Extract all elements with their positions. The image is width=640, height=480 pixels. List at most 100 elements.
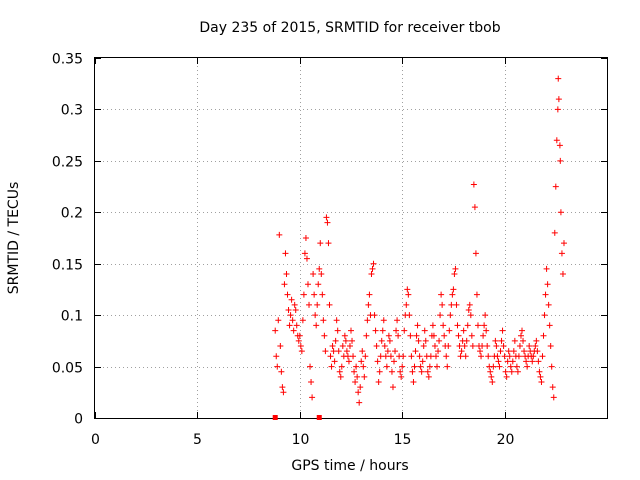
- data-point: [463, 337, 470, 344]
- data-point: [496, 363, 503, 370]
- data-point: [313, 322, 320, 329]
- data-point: [536, 368, 543, 375]
- data-point: [557, 157, 564, 164]
- data-point: [439, 301, 446, 308]
- data-point: [447, 312, 454, 319]
- data-point: [386, 337, 393, 344]
- data-point: [354, 373, 361, 380]
- data-point: [296, 332, 303, 339]
- data-point: [302, 235, 309, 241]
- data-point: [395, 332, 402, 339]
- data-point: [292, 307, 299, 313]
- data-point: [282, 250, 289, 257]
- data-point: [413, 332, 420, 339]
- data-point: [541, 312, 548, 319]
- data-point: [325, 240, 332, 247]
- x-tick-labels: 0 5 10 15 20: [91, 432, 514, 448]
- data-point: [375, 379, 382, 385]
- data-point: [438, 291, 445, 298]
- data-point: [277, 343, 284, 349]
- data-point: [316, 265, 323, 272]
- data-point: [349, 337, 356, 344]
- y-tick-labels: 0 0.05 0.1 0.15 0.2 0.25 0.3 0.35: [52, 52, 83, 428]
- data-point: [430, 332, 437, 339]
- data-point: [322, 348, 329, 355]
- data-point: [559, 271, 566, 277]
- data-point: [346, 343, 353, 349]
- data-point: [272, 327, 279, 334]
- data-point: [312, 312, 319, 319]
- data-point: [274, 363, 281, 370]
- data-point: [420, 343, 427, 349]
- data-point: [425, 373, 432, 380]
- data-point: [427, 353, 434, 360]
- data-point: [383, 363, 390, 370]
- data-point: [328, 363, 335, 370]
- data-point: [366, 291, 373, 298]
- data-point: [464, 322, 471, 329]
- x-tick-label: 5: [193, 432, 202, 448]
- data-point: [468, 332, 475, 339]
- data-point: [554, 106, 561, 113]
- data-point: [371, 312, 378, 319]
- data-point: [361, 373, 368, 380]
- data-point: [333, 317, 340, 324]
- data-point: [338, 363, 345, 370]
- data-point: [555, 75, 562, 82]
- data-point: [513, 363, 520, 370]
- data-point: [435, 348, 442, 355]
- data-point: [545, 301, 552, 308]
- data-point: [532, 343, 539, 349]
- data-point: [406, 312, 413, 319]
- data-point: [444, 363, 451, 370]
- data-point: [299, 317, 306, 324]
- data-point: [352, 379, 359, 385]
- axis-ticks: [95, 58, 607, 419]
- data-point: [343, 348, 350, 355]
- y-tick-label: 0.35: [52, 52, 83, 68]
- data-point: [337, 373, 344, 380]
- data-point: [560, 240, 567, 247]
- data-point: [276, 231, 283, 238]
- data-point: [557, 209, 564, 216]
- data-point: [385, 332, 392, 339]
- data-point: [393, 327, 400, 334]
- data-point: [514, 368, 521, 375]
- data-point: [502, 368, 509, 375]
- data-point: [401, 327, 408, 334]
- data-point: [426, 363, 433, 370]
- y-tick-label: 0.15: [52, 258, 83, 274]
- data-point: [492, 337, 499, 344]
- data-point: [351, 368, 358, 375]
- data-point: [417, 363, 424, 370]
- data-point: [421, 327, 428, 334]
- data-point: [526, 343, 533, 349]
- data-point: [298, 348, 305, 355]
- data-point: [483, 327, 490, 334]
- data-point: [509, 358, 516, 365]
- data-point: [284, 291, 291, 298]
- data-point: [309, 394, 316, 401]
- data-point: [507, 363, 514, 370]
- data-point: [516, 343, 523, 349]
- data-point: [462, 353, 469, 360]
- data-point: [473, 291, 480, 298]
- data-point: [449, 291, 456, 298]
- x-axis-title: GPS time / hours: [291, 458, 408, 474]
- data-point: [533, 337, 540, 344]
- data-point: [400, 353, 407, 360]
- data-point: [558, 250, 565, 257]
- data-point: [335, 348, 342, 355]
- data-point: [314, 301, 321, 308]
- data-point: [505, 348, 512, 355]
- data-point: [331, 358, 338, 365]
- data-point: [283, 271, 290, 277]
- data-point: [479, 343, 486, 349]
- data-point: [290, 327, 297, 334]
- data-point: [454, 322, 461, 329]
- data-point: [458, 348, 465, 355]
- y-axis-title: SRMTID / TECUs: [6, 182, 22, 295]
- chart-title: Day 235 of 2015, SRMTID for receiver tbo…: [199, 20, 500, 36]
- data-point: [275, 317, 282, 324]
- data-point: [318, 271, 325, 277]
